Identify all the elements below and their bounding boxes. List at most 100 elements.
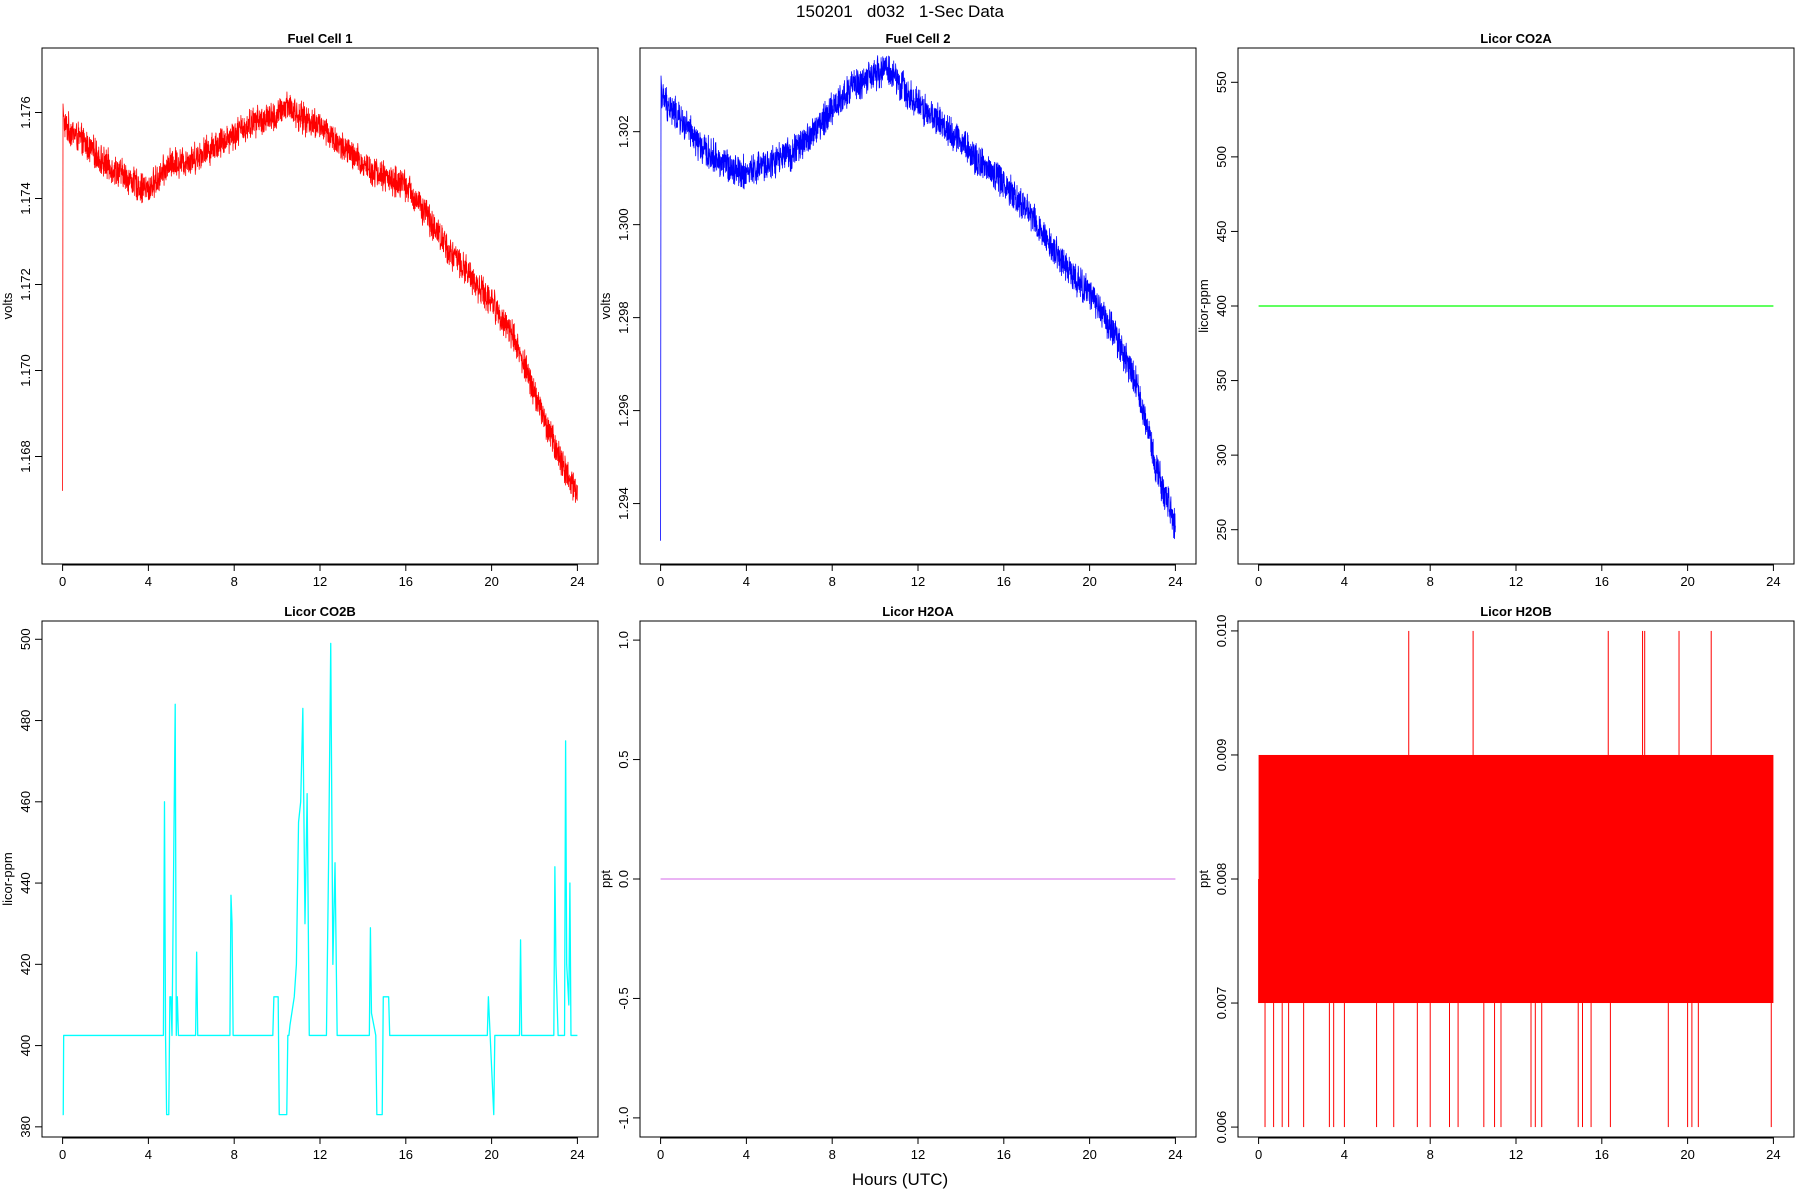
- x-tick-label: 8: [1427, 1147, 1434, 1162]
- y-tick-label: 1.172: [18, 268, 33, 301]
- x-axis: 0 4 8 12 16 20 24: [1255, 1137, 1781, 1162]
- y-tick-label: 1.0: [616, 631, 631, 649]
- x-axis: 0 4 8 12 16 20 24: [657, 1137, 1183, 1162]
- plot-area: [62, 91, 578, 503]
- y-tick-label: 500: [1214, 146, 1229, 168]
- x-axis: 0 4 8 12 16 20 24: [1255, 564, 1781, 589]
- x-tick-label: 4: [1341, 1147, 1348, 1162]
- y-axis: 380 400 420 440 460 480 500: [18, 628, 42, 1138]
- x-tick-label: 4: [743, 574, 750, 589]
- x-tick-label: 8: [829, 574, 836, 589]
- y-tick-label: 300: [1214, 444, 1229, 466]
- y-tick-label: 1.302: [616, 115, 631, 148]
- x-tick-label: 24: [1766, 1147, 1780, 1162]
- y-tick-label: 0.009: [1214, 739, 1229, 772]
- y-axis: 1.294 1.296 1.298 1.300 1.302: [616, 115, 640, 520]
- x-tick-label: 12: [1509, 574, 1523, 589]
- x-tick-label: 16: [997, 574, 1011, 589]
- panel-title: Licor CO2B: [284, 604, 356, 619]
- y-axis-label: volts: [0, 292, 15, 319]
- y-tick-label: 1.296: [616, 394, 631, 427]
- x-tick-label: 24: [570, 574, 584, 589]
- x-tick-label: 24: [1168, 1147, 1182, 1162]
- series-line: [660, 55, 1176, 541]
- y-tick-label: 1.168: [18, 440, 33, 473]
- x-tick-label: 20: [1082, 574, 1096, 589]
- y-tick-label: 460: [18, 791, 33, 813]
- y-axis-label: volts: [598, 292, 613, 319]
- y-tick-label: -1.0: [616, 1107, 631, 1129]
- x-tick-label: 12: [911, 1147, 925, 1162]
- y-tick-label: 480: [18, 710, 33, 732]
- y-tick-label: 500: [18, 628, 33, 650]
- y-axis: 1.168 1.170 1.172 1.174 1.176: [18, 96, 42, 473]
- chart-panel-4: Licor CO2B licor-ppm 0 4 8 12 16 20 24 380 400 420 4…: [0, 604, 599, 1162]
- y-tick-label: 0.0: [616, 870, 631, 888]
- x-tick-label: 16: [997, 1147, 1011, 1162]
- y-tick-label: 1.300: [616, 208, 631, 241]
- panel-title: Licor H2OA: [882, 604, 954, 619]
- y-tick-label: 250: [1214, 519, 1229, 541]
- x-tick-label: 8: [1427, 574, 1434, 589]
- x-tick-label: 16: [1595, 574, 1609, 589]
- y-tick-label: 0.008: [1214, 863, 1229, 896]
- x-tick-label: 12: [313, 1147, 327, 1162]
- x-tick-label: 24: [1168, 574, 1182, 589]
- x-tick-label: 8: [231, 574, 238, 589]
- plot-area: [62, 642, 578, 1116]
- panel-title: Licor CO2A: [1480, 31, 1552, 46]
- page-title: 150201 d032 1-Sec Data: [796, 2, 1004, 21]
- x-axis: 0 4 8 12 16 20 24: [59, 564, 585, 589]
- y-tick-label: 1.170: [18, 354, 33, 387]
- x-tick-label: 8: [231, 1147, 238, 1162]
- y-axis: -1.0 -0.5 0.0 0.5 1.0: [616, 631, 640, 1129]
- chart-panel-5: Licor H2OA ppt 0 4 8 12 16 20 24 -1.0 -0.5 0.0 0.5 1.…: [598, 604, 1197, 1162]
- y-tick-label: -0.5: [616, 987, 631, 1009]
- series-line: [62, 91, 578, 503]
- y-tick-label: 0.007: [1214, 987, 1229, 1020]
- x-tick-label: 0: [59, 574, 66, 589]
- y-axis-label: ppt: [598, 870, 613, 888]
- x-axis: 0 4 8 12 16 20 24: [657, 564, 1183, 589]
- x-tick-label: 16: [399, 574, 413, 589]
- y-tick-label: 350: [1214, 370, 1229, 392]
- x-tick-label: 4: [145, 1147, 152, 1162]
- x-tick-label: 0: [1255, 1147, 1262, 1162]
- panel-title: Fuel Cell 1: [287, 31, 352, 46]
- x-tick-label: 8: [829, 1147, 836, 1162]
- x-tick-label: 20: [1082, 1147, 1096, 1162]
- x-tick-label: 4: [145, 574, 152, 589]
- y-tick-label: 0.010: [1214, 615, 1229, 648]
- x-tick-label: 12: [1509, 1147, 1523, 1162]
- panel-title: Licor H2OB: [1480, 604, 1552, 619]
- plot-frame: [41, 620, 599, 1138]
- x-tick-label: 20: [484, 574, 498, 589]
- y-tick-label: 450: [1214, 221, 1229, 243]
- y-axis-label: licor-ppm: [0, 852, 15, 905]
- x-tick-label: 20: [484, 1147, 498, 1162]
- x-tick-label: 0: [59, 1147, 66, 1162]
- x-tick-label: 0: [1255, 574, 1262, 589]
- y-tick-label: 1.176: [18, 96, 33, 129]
- panel-title: Fuel Cell 2: [885, 31, 950, 46]
- y-tick-label: 550: [1214, 71, 1229, 93]
- x-tick-label: 16: [1595, 1147, 1609, 1162]
- x-axis-label: Hours (UTC): [851, 1170, 949, 1189]
- x-tick-label: 12: [911, 574, 925, 589]
- y-axis: 250 300 350 400 450 500 550: [1214, 71, 1238, 541]
- plot-area: [660, 55, 1176, 541]
- series-line: [62, 642, 578, 1116]
- y-tick-label: 400: [18, 1035, 33, 1057]
- plot-area: [1258, 630, 1774, 1128]
- y-axis: 0.006 0.007 0.008 0.009 0.010: [1214, 615, 1238, 1143]
- x-tick-label: 24: [1766, 574, 1780, 589]
- x-tick-label: 0: [657, 574, 664, 589]
- y-tick-label: 400: [1214, 295, 1229, 317]
- y-tick-label: 440: [18, 872, 33, 894]
- y-tick-label: 0.5: [616, 751, 631, 769]
- x-tick-label: 4: [743, 1147, 750, 1162]
